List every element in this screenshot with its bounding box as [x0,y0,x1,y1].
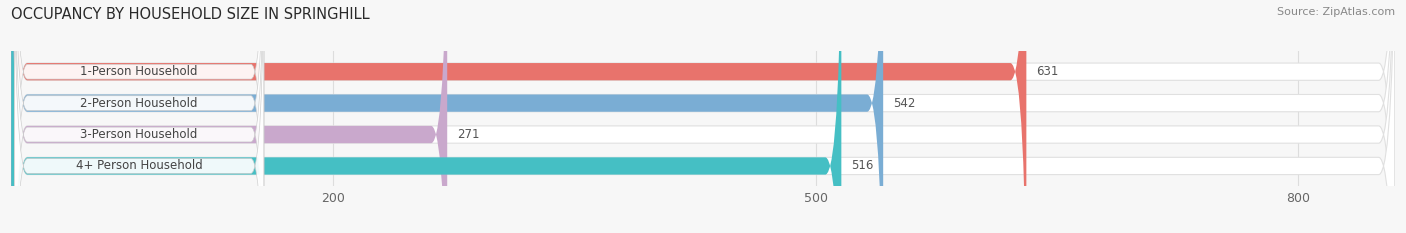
FancyBboxPatch shape [14,0,264,233]
FancyBboxPatch shape [11,0,841,233]
FancyBboxPatch shape [14,0,264,233]
FancyBboxPatch shape [11,0,1026,233]
FancyBboxPatch shape [11,0,447,233]
Text: 4+ Person Household: 4+ Person Household [76,159,202,172]
FancyBboxPatch shape [14,0,264,233]
Text: 271: 271 [457,128,479,141]
Text: 631: 631 [1036,65,1059,78]
Text: Source: ZipAtlas.com: Source: ZipAtlas.com [1277,7,1395,17]
Text: 3-Person Household: 3-Person Household [80,128,198,141]
Text: 1-Person Household: 1-Person Household [80,65,198,78]
Text: OCCUPANCY BY HOUSEHOLD SIZE IN SPRINGHILL: OCCUPANCY BY HOUSEHOLD SIZE IN SPRINGHIL… [11,7,370,22]
Text: 542: 542 [893,97,915,110]
FancyBboxPatch shape [11,0,883,233]
Text: 2-Person Household: 2-Person Household [80,97,198,110]
FancyBboxPatch shape [11,0,1395,233]
FancyBboxPatch shape [14,0,264,233]
FancyBboxPatch shape [11,0,1395,233]
FancyBboxPatch shape [11,0,1395,233]
FancyBboxPatch shape [11,0,1395,233]
Text: 516: 516 [851,159,873,172]
